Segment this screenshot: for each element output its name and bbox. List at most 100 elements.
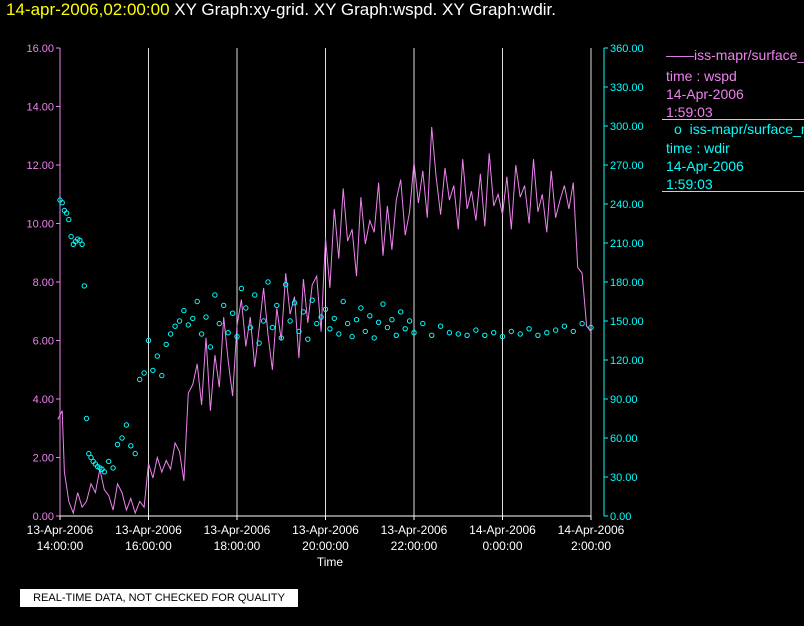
legend-wspd-name: ——iss-mapr/surface_m bbox=[666, 47, 804, 63]
data-point-wdir bbox=[314, 320, 320, 327]
data-point-wdir bbox=[429, 332, 435, 338]
data-point-wdir bbox=[336, 331, 342, 337]
left-axis-tick-label: 14.00 bbox=[26, 102, 54, 114]
x-axis-tick-label: 13-Apr-2006 bbox=[381, 523, 448, 537]
data-point-wdir bbox=[119, 435, 125, 441]
data-point-wdir bbox=[260, 318, 267, 324]
data-point-wdir bbox=[283, 281, 289, 288]
data-point-wdir bbox=[88, 454, 94, 461]
data-point-wdir bbox=[77, 237, 83, 244]
data-point-wdir bbox=[380, 301, 386, 307]
data-point-wdir bbox=[499, 333, 506, 340]
data-point-wdir bbox=[194, 298, 200, 305]
left-axis-tick-label: 16.00 bbox=[26, 43, 54, 55]
data-point-wdir bbox=[544, 330, 550, 336]
x-axis-tick-label: 13-Apr-2006 bbox=[27, 523, 94, 537]
data-point-wdir bbox=[411, 330, 417, 336]
right-axis-tick-label: 240.00 bbox=[610, 199, 644, 211]
data-point-wdir bbox=[59, 200, 65, 206]
left-axis-tick-label: 4.00 bbox=[33, 394, 54, 406]
x-axis-title: Time bbox=[317, 555, 344, 569]
data-point-wdir bbox=[123, 422, 130, 428]
data-point-wdir bbox=[570, 328, 576, 335]
data-point-wdir bbox=[331, 315, 337, 322]
header-graph-titles: XY Graph:xy-grid. XY Graph:wspd. XY Grap… bbox=[174, 0, 557, 19]
data-point-wdir bbox=[234, 333, 240, 340]
legend-divider bbox=[662, 119, 804, 120]
data-point-wdir bbox=[141, 370, 147, 376]
data-point-wdir bbox=[176, 318, 183, 324]
legend-wspd-line1: time : wspd bbox=[666, 68, 737, 84]
quality-disclaimer: REAL-TIME DATA, NOT CHECKED FOR QUALITY bbox=[20, 589, 298, 607]
data-point-wdir bbox=[145, 337, 152, 344]
x-axis-tick-label: 18:00:00 bbox=[214, 539, 261, 553]
left-axis-tick-label: 2.00 bbox=[33, 453, 54, 465]
data-point-wdir bbox=[327, 326, 333, 332]
data-point-wdir bbox=[588, 324, 594, 331]
data-point-wdir bbox=[389, 317, 395, 323]
left-axis-tick-label: 0.00 bbox=[33, 511, 54, 523]
data-point-wdir bbox=[446, 330, 453, 336]
left-axis-tick-label: 6.00 bbox=[33, 336, 54, 348]
data-point-wdir bbox=[296, 328, 302, 335]
data-point-wdir bbox=[384, 324, 391, 331]
data-point-wdir bbox=[437, 323, 444, 329]
data-point-wdir bbox=[203, 314, 209, 320]
data-point-wdir bbox=[252, 292, 258, 298]
data-point-wdir bbox=[83, 415, 90, 422]
data-point-wdir bbox=[132, 450, 138, 457]
data-point-wdir bbox=[229, 310, 236, 316]
data-point-wdir bbox=[167, 331, 174, 337]
data-point-wdir bbox=[207, 344, 214, 350]
data-point-wdir bbox=[106, 458, 112, 465]
left-axis-tick-label: 12.00 bbox=[26, 160, 54, 172]
right-axis-tick-label: 150.00 bbox=[610, 316, 644, 328]
data-point-wdir bbox=[402, 326, 408, 332]
series-line-wspd bbox=[57, 126, 592, 515]
data-point-wdir bbox=[287, 318, 293, 324]
data-point-wdir bbox=[340, 298, 346, 305]
data-point-wdir bbox=[517, 331, 523, 337]
chart-header: 14-apr-2006,02:00:00 XY Graph:xy-grid. X… bbox=[6, 0, 556, 20]
data-point-wdir bbox=[491, 330, 497, 336]
data-point-wdir bbox=[393, 332, 399, 338]
data-point-wdir bbox=[535, 332, 541, 338]
legend-wspd-label: iss-mapr/surface_m bbox=[694, 47, 804, 63]
data-point-wdir bbox=[362, 328, 368, 335]
data-point-wdir bbox=[110, 465, 116, 471]
data-point-wdir bbox=[274, 302, 280, 309]
right-axis-tick-label: 60.00 bbox=[610, 433, 638, 445]
data-point-wdir bbox=[305, 336, 311, 342]
right-axis-tick-label: 180.00 bbox=[610, 277, 644, 289]
data-point-wdir bbox=[79, 241, 85, 248]
data-point-wdir bbox=[371, 335, 377, 341]
legend-wspd-line2: 14-Apr-2006 bbox=[666, 86, 744, 102]
data-point-wdir bbox=[265, 279, 271, 285]
data-point-wdir bbox=[455, 331, 461, 337]
right-axis-tick-label: 0.00 bbox=[610, 511, 631, 523]
data-point-wdir bbox=[243, 305, 249, 311]
x-axis-tick-label: 14:00:00 bbox=[37, 539, 84, 553]
data-point-wdir bbox=[420, 320, 426, 327]
x-axis-tick-label: 0:00:00 bbox=[482, 539, 522, 553]
data-point-wdir bbox=[349, 333, 355, 340]
legend-wdir-line3: 1:59:03 bbox=[666, 176, 713, 192]
right-axis-tick-label: 120.00 bbox=[610, 355, 644, 367]
data-point-wdir bbox=[464, 332, 470, 338]
header-timestamp: 14-apr-2006,02:00:00 bbox=[6, 0, 170, 19]
x-axis-tick-label: 14-Apr-2006 bbox=[558, 523, 625, 537]
data-point-wdir bbox=[128, 443, 134, 449]
data-point-wdir bbox=[406, 318, 413, 324]
data-point-wdir bbox=[68, 233, 74, 240]
data-point-wdir bbox=[172, 323, 178, 329]
data-point-wdir bbox=[358, 305, 364, 311]
data-point-wdir bbox=[247, 324, 254, 331]
x-axis-tick-label: 2:00:00 bbox=[571, 539, 611, 553]
data-point-wdir bbox=[322, 306, 329, 312]
data-point-wdir bbox=[579, 320, 585, 327]
data-point-wdir bbox=[137, 376, 143, 383]
right-axis-tick-label: 30.00 bbox=[610, 472, 638, 484]
right-axis-tick-label: 210.00 bbox=[610, 238, 644, 250]
data-point-wdir bbox=[561, 323, 568, 329]
